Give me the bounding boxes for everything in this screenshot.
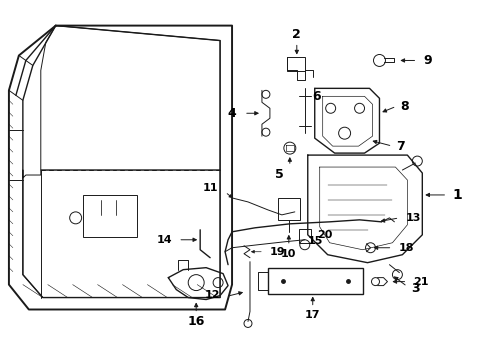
Text: 6: 6 xyxy=(313,90,321,103)
Text: 15: 15 xyxy=(308,236,323,246)
Text: 10: 10 xyxy=(281,249,296,259)
Text: 14: 14 xyxy=(157,235,172,245)
Text: 20: 20 xyxy=(317,230,332,240)
Text: 13: 13 xyxy=(405,213,421,223)
Text: 18: 18 xyxy=(398,243,414,253)
Bar xyxy=(287,58,305,71)
Text: 8: 8 xyxy=(400,100,409,113)
Text: 7: 7 xyxy=(396,140,405,153)
Text: 21: 21 xyxy=(414,276,429,287)
Text: 12: 12 xyxy=(205,289,220,300)
Text: 1: 1 xyxy=(452,188,462,202)
Text: 9: 9 xyxy=(423,54,432,67)
Text: 2: 2 xyxy=(293,28,301,41)
Bar xyxy=(278,198,300,220)
Text: 3: 3 xyxy=(412,282,420,295)
Text: 17: 17 xyxy=(305,310,320,320)
Bar xyxy=(268,268,363,293)
Text: 5: 5 xyxy=(275,167,284,180)
Bar xyxy=(299,229,311,243)
Text: 4: 4 xyxy=(227,107,236,120)
Text: 16: 16 xyxy=(188,315,205,328)
Text: 11: 11 xyxy=(202,183,218,193)
Text: 19: 19 xyxy=(270,247,286,257)
Bar xyxy=(83,195,137,237)
